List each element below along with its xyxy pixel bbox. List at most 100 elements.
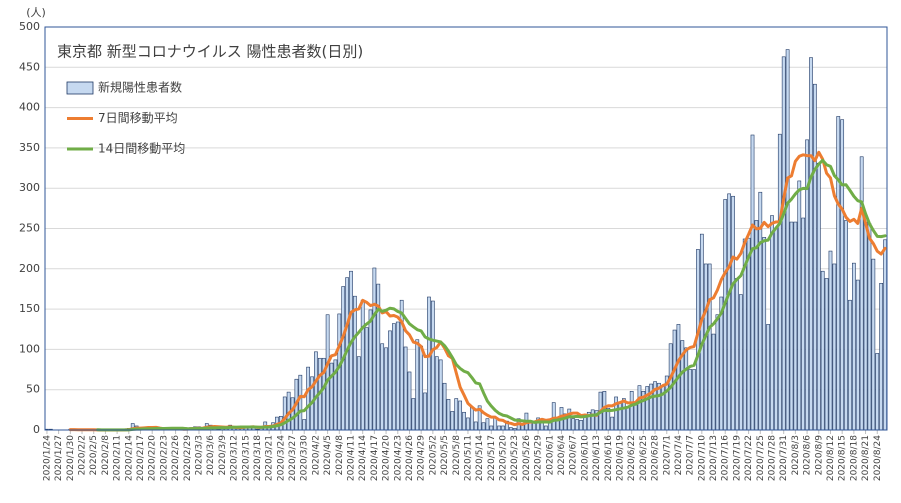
bar	[438, 359, 443, 431]
bar	[625, 406, 630, 431]
bar	[349, 270, 353, 431]
x-tick-label: 2020/5/11	[463, 435, 473, 481]
x-tick-label: 2020/2/8	[101, 435, 111, 476]
bar	[427, 296, 431, 431]
bar	[774, 228, 778, 431]
bar	[727, 193, 731, 431]
bar	[703, 263, 708, 431]
bar	[473, 421, 478, 431]
x-tick-label: 2020/4/26	[405, 435, 415, 481]
bar	[746, 237, 751, 431]
bar	[840, 119, 845, 431]
bar	[458, 400, 463, 431]
x-tick-label: 2020/3/12	[230, 435, 240, 481]
x-tick-label: 2020/4/14	[358, 435, 368, 481]
x-tick-label: 2020/6/25	[639, 435, 649, 481]
bar	[551, 402, 556, 431]
x-tick-label: 2020/5/5	[440, 435, 450, 475]
x-tick-label: 2020/6/22	[627, 435, 637, 481]
bar	[715, 314, 720, 431]
legend-swatch	[66, 81, 94, 95]
bar	[356, 356, 361, 431]
bar	[832, 263, 837, 431]
bar	[657, 382, 661, 431]
bar	[688, 369, 693, 431]
bar	[314, 351, 318, 431]
x-tick-label: 2020/3/21	[265, 435, 275, 481]
bar	[466, 417, 470, 431]
bar	[723, 199, 728, 431]
x-tick-label: 2020/5/23	[510, 435, 520, 481]
x-tick-label: 2020/8/21	[861, 435, 871, 481]
x-tick-label: 2020/4/2	[311, 435, 321, 475]
bar	[618, 401, 622, 431]
x-tick-label: 2020/2/5	[89, 435, 99, 475]
x-tick-label: 2020/3/24	[276, 435, 286, 481]
x-tick-label: 2020/6/4	[557, 435, 567, 476]
bar	[738, 294, 743, 431]
bar	[392, 323, 396, 431]
bar	[770, 215, 774, 431]
y-tick-label: 150	[19, 302, 40, 315]
x-tick-label: 2020/8/12	[826, 435, 836, 481]
bar	[384, 347, 388, 431]
bar	[735, 278, 739, 431]
bar	[699, 233, 704, 431]
y-tick-label: 400	[19, 101, 40, 114]
x-tick-label: 2020/6/7	[569, 435, 579, 475]
bar	[883, 239, 887, 431]
x-tick-label: 2020/3/27	[288, 435, 298, 481]
bar	[395, 321, 400, 431]
bar	[481, 422, 486, 431]
x-tick-label: 2020/8/6	[803, 435, 813, 476]
bar	[485, 418, 490, 431]
bar	[801, 217, 806, 431]
line	[96, 158, 887, 432]
bar	[415, 339, 420, 431]
bar	[859, 156, 864, 431]
x-tick-label: 2020/2/29	[183, 435, 193, 481]
bar	[785, 49, 790, 431]
bar	[684, 347, 689, 431]
x-tick-label: 2020/2/14	[124, 435, 134, 481]
bar	[571, 418, 576, 431]
bar	[828, 250, 833, 431]
x-tick-label: 2020/4/8	[335, 435, 345, 476]
bar	[789, 221, 794, 431]
legend-label: 14日間移動平均	[98, 142, 185, 156]
bar	[434, 356, 439, 431]
x-tick-label: 2020/4/5	[323, 435, 333, 475]
y-tick-label: 200	[19, 262, 40, 275]
bar	[797, 180, 802, 431]
x-tick-label: 2020/7/16	[721, 435, 731, 481]
bar	[364, 327, 369, 431]
x-tick-label: 2020/1/30	[66, 435, 76, 481]
x-tick-label: 2020/7/13	[709, 435, 719, 481]
bar	[368, 309, 373, 431]
x-tick-label: 2020/2/2	[78, 435, 88, 475]
bar	[844, 220, 848, 431]
x-tick-label: 2020/3/6	[206, 435, 216, 476]
bar	[590, 409, 595, 431]
bar	[372, 267, 377, 431]
bar	[450, 411, 455, 431]
y-tick-label: 500	[19, 20, 40, 33]
bar	[411, 398, 416, 431]
bar	[852, 262, 856, 431]
y-tick-label: 350	[19, 141, 40, 154]
bar	[353, 295, 357, 431]
x-tick-label: 2020/6/10	[580, 435, 590, 481]
x-tick-label: 2020/4/29	[417, 435, 427, 481]
bar	[501, 425, 505, 431]
bar	[633, 404, 638, 431]
bar	[325, 314, 330, 431]
y-tick-label: 50	[26, 383, 40, 396]
x-tick-label: 2020/4/17	[370, 435, 380, 481]
x-tick-label: 2020/8/3	[791, 435, 801, 475]
bar	[579, 420, 583, 431]
bar	[567, 408, 572, 431]
x-tick-label: 2020/7/25	[756, 435, 766, 481]
bar	[766, 324, 770, 431]
x-tick-label: 2020/3/9	[218, 435, 228, 476]
